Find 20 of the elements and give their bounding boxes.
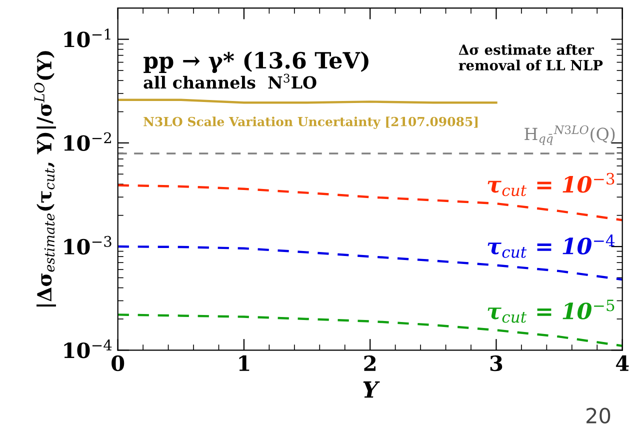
annotation: pp → γ* (13.6 TeV) <box>144 51 368 74</box>
x-tick-label: 3 <box>490 355 502 372</box>
y-axis-title: |Δσ$_{estimate}$(τ$_{cut}$, Y)|/σ$^{LO}$(Y) <box>34 51 56 307</box>
x-tick-label: 1 <box>239 355 250 371</box>
x-tick-label: 0 <box>112 355 124 372</box>
ref-line-label: H$_{qq̄}$$^{N3LO}$(Q) <box>524 125 615 146</box>
y-tick-label: 10$^{−2}$ <box>64 132 111 151</box>
x-tick-label: 2 <box>364 355 376 371</box>
y-tick-label: 10$^{−4}$ <box>64 340 112 358</box>
annotation: Δσ estimate after removal of LL NLP <box>458 44 603 70</box>
series-label: τ$_{cut}$ = 10$^{−4}$ <box>488 234 615 258</box>
x-axis-title: Y <box>363 381 380 398</box>
x-tick-label: 4 <box>616 355 629 371</box>
y-tick-label: 10$^{−1}$ <box>64 28 110 48</box>
annotation: all channels N$^{3}$LO <box>144 74 316 89</box>
series-label: τ$_{cut}$ = 10$^{−3}$ <box>488 172 614 196</box>
text: 20 <box>586 408 610 424</box>
series-label: τ$_{cut}$ = 10$^{−5}$ <box>488 300 614 323</box>
series-label: N3LO Scale Variation Uncertainty [2107.09085] <box>144 116 478 129</box>
y-tick-label: 10$^{−3}$ <box>64 236 112 255</box>
